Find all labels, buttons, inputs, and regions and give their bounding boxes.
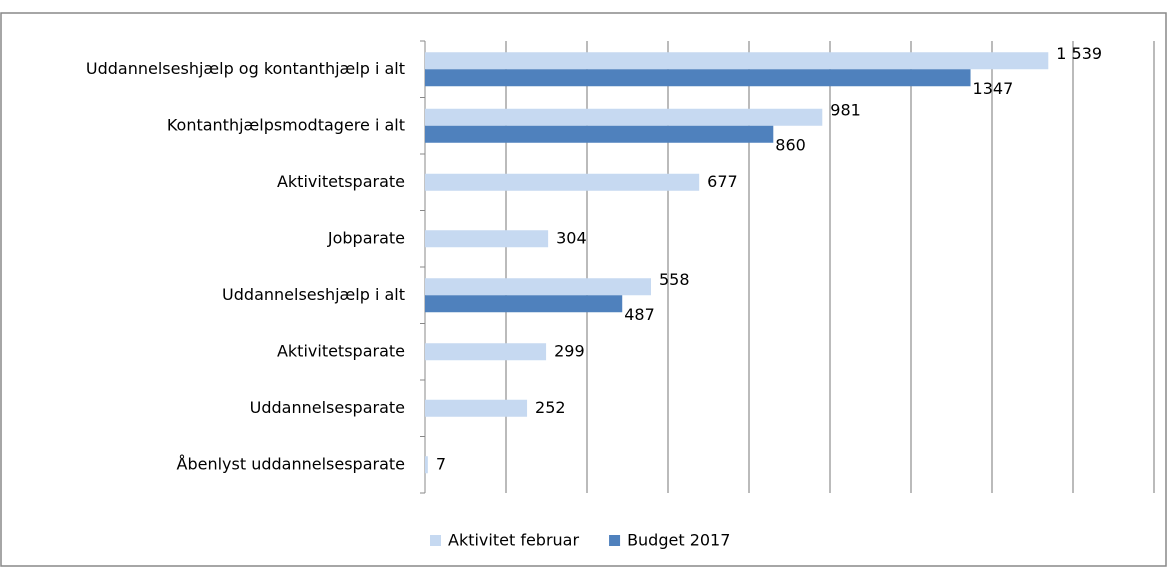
bar <box>425 69 971 87</box>
data-label: 1 539 <box>1056 44 1102 63</box>
bar <box>425 52 1049 70</box>
y-tick-label: Jobparate <box>327 228 405 247</box>
data-label: 981 <box>830 100 861 119</box>
legend-swatch <box>430 535 441 546</box>
data-label: 487 <box>624 305 655 324</box>
y-tick-label: Uddannelseshjælp i alt <box>222 285 405 304</box>
y-tick-label: Aktivitetsparate <box>277 172 405 191</box>
bar <box>425 108 823 126</box>
y-tick-label: Uddannelseshjælp og kontanthjælp i alt <box>86 59 405 78</box>
data-label: 558 <box>659 270 690 289</box>
bar <box>425 230 549 248</box>
legend-label: Budget 2017 <box>627 531 730 550</box>
legend-label: Aktivitet februar <box>448 531 579 550</box>
bar <box>425 173 700 191</box>
bar <box>425 456 428 474</box>
data-label: 252 <box>535 398 566 417</box>
data-label: 7 <box>436 454 446 473</box>
y-tick-label: Uddannelsesparate <box>250 398 405 417</box>
bar <box>425 125 774 143</box>
data-label: 860 <box>775 135 806 154</box>
bar <box>425 295 623 313</box>
y-tick-label: Aktivitetsparate <box>277 341 405 360</box>
y-tick-label: Åbenlyst uddannelsesparate <box>177 454 406 473</box>
data-label: 677 <box>707 172 738 191</box>
bar <box>425 278 651 296</box>
bar <box>425 399 528 417</box>
y-tick-label: Kontanthjælpsmodtagere i alt <box>167 115 405 134</box>
data-label: 1347 <box>973 79 1014 98</box>
data-label: 299 <box>554 341 585 360</box>
data-label: 304 <box>556 228 587 247</box>
legend-swatch <box>609 535 621 546</box>
bar <box>425 343 547 361</box>
